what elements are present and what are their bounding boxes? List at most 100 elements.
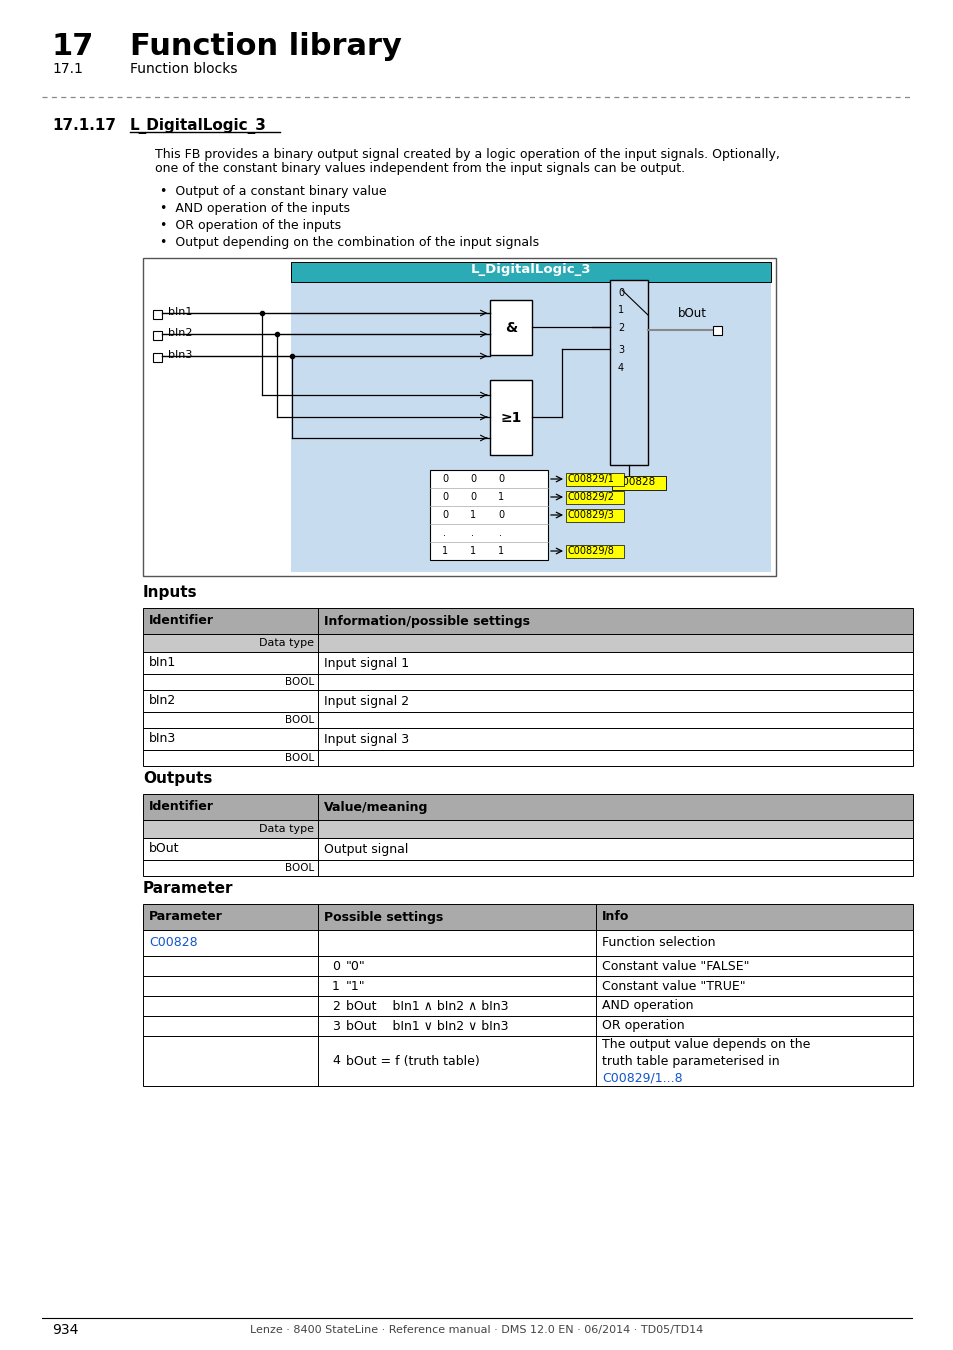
Text: BOOL: BOOL: [284, 676, 314, 687]
Text: 0: 0: [618, 288, 623, 298]
Text: BOOL: BOOL: [284, 753, 314, 763]
Text: Possible settings: Possible settings: [324, 910, 443, 923]
Text: Input signal 2: Input signal 2: [324, 694, 409, 707]
Text: C00829/8: C00829/8: [567, 545, 615, 556]
Text: &: &: [504, 320, 517, 335]
Text: 0: 0: [470, 474, 476, 485]
Bar: [143, 819, 912, 838]
Text: 1: 1: [497, 545, 503, 556]
Text: Value/meaning: Value/meaning: [324, 801, 428, 814]
Text: 4: 4: [618, 363, 623, 373]
Bar: [143, 711, 912, 728]
Text: Function library: Function library: [130, 32, 401, 61]
Text: Parameter: Parameter: [149, 910, 223, 923]
Text: ≥1: ≥1: [499, 410, 521, 424]
Text: bIn3: bIn3: [149, 733, 176, 745]
Text: •  AND operation of the inputs: • AND operation of the inputs: [160, 202, 350, 215]
Bar: [152, 352, 162, 362]
Text: OR operation: OR operation: [601, 1019, 684, 1033]
Text: bIn1: bIn1: [168, 306, 193, 317]
Text: Function blocks: Function blocks: [130, 62, 237, 76]
Text: bIn2: bIn2: [168, 328, 193, 338]
Text: Input signal 1: Input signal 1: [324, 656, 409, 670]
Text: Constant value "TRUE": Constant value "TRUE": [601, 980, 745, 992]
Text: Parameter: Parameter: [143, 882, 233, 896]
Text: Outputs: Outputs: [143, 771, 213, 786]
Text: bOut: bOut: [149, 842, 179, 856]
Bar: [143, 751, 912, 765]
Bar: [143, 976, 912, 996]
Text: Function selection: Function selection: [601, 937, 715, 949]
Bar: [143, 652, 912, 674]
Text: .: .: [499, 528, 502, 539]
Text: 934: 934: [52, 1323, 78, 1336]
Text: 1: 1: [618, 305, 623, 315]
Text: Identifier: Identifier: [149, 614, 213, 628]
Text: bOut = f (truth table): bOut = f (truth table): [346, 1054, 479, 1068]
Text: The output value depends on the: The output value depends on the: [601, 1038, 809, 1050]
Text: Lenze · 8400 StateLine · Reference manual · DMS 12.0 EN · 06/2014 · TD05/TD14: Lenze · 8400 StateLine · Reference manua…: [250, 1324, 703, 1335]
Text: bIn2: bIn2: [149, 694, 176, 707]
Bar: [143, 904, 912, 930]
Text: .: .: [471, 528, 474, 539]
Bar: [490, 300, 532, 355]
Text: C00829/1...8: C00829/1...8: [601, 1071, 682, 1084]
Text: 0: 0: [470, 491, 476, 502]
Text: 0: 0: [497, 474, 503, 485]
Text: 1: 1: [470, 545, 476, 556]
Bar: [143, 634, 912, 652]
Bar: [565, 545, 623, 558]
Bar: [291, 262, 770, 282]
Text: 0: 0: [441, 474, 448, 485]
Bar: [152, 310, 162, 319]
Bar: [143, 996, 912, 1017]
Text: bOut: bOut: [678, 306, 706, 320]
Text: •  OR operation of the inputs: • OR operation of the inputs: [160, 219, 341, 232]
Bar: [143, 1017, 912, 1035]
Text: Output signal: Output signal: [324, 842, 408, 856]
Bar: [565, 472, 623, 486]
Text: 1: 1: [497, 491, 503, 502]
Bar: [565, 491, 623, 504]
Text: •  Output of a constant binary value: • Output of a constant binary value: [160, 185, 386, 198]
Bar: [490, 379, 532, 455]
Text: 1: 1: [332, 980, 339, 992]
Text: bIn3: bIn3: [168, 350, 193, 360]
Bar: [152, 331, 162, 340]
Text: truth table parameterised in: truth table parameterised in: [601, 1054, 779, 1068]
Bar: [612, 477, 665, 490]
Text: .: .: [443, 528, 446, 539]
Bar: [430, 470, 547, 560]
Bar: [143, 794, 912, 819]
Text: Identifier: Identifier: [149, 801, 213, 814]
Text: 2: 2: [332, 999, 339, 1012]
Bar: [143, 258, 775, 576]
Bar: [143, 956, 912, 976]
Bar: [143, 930, 912, 956]
Text: AND operation: AND operation: [601, 999, 693, 1012]
Text: C00828: C00828: [615, 477, 655, 487]
Text: Inputs: Inputs: [143, 585, 197, 599]
Text: 4: 4: [332, 1054, 339, 1068]
Bar: [143, 690, 912, 711]
Bar: [291, 262, 770, 572]
Text: Information/possible settings: Information/possible settings: [324, 614, 530, 628]
Text: 3: 3: [618, 346, 623, 355]
Bar: [609, 279, 647, 464]
Text: 0: 0: [441, 510, 448, 520]
Text: L_DigitalLogic_3: L_DigitalLogic_3: [130, 117, 267, 134]
Text: 0: 0: [441, 491, 448, 502]
Text: 0: 0: [332, 960, 339, 972]
Text: Info: Info: [601, 910, 629, 923]
Text: bOut    bIn1 ∨ bIn2 ∨ bIn3: bOut bIn1 ∨ bIn2 ∨ bIn3: [346, 1019, 508, 1033]
Text: 17: 17: [52, 32, 94, 61]
Text: 17.1: 17.1: [52, 62, 83, 76]
Text: bOut    bIn1 ∧ bIn2 ∧ bIn3: bOut bIn1 ∧ bIn2 ∧ bIn3: [346, 999, 508, 1012]
Bar: [143, 838, 912, 860]
Text: •  Output depending on the combination of the input signals: • Output depending on the combination of…: [160, 236, 538, 248]
Bar: [143, 608, 912, 634]
Text: BOOL: BOOL: [284, 863, 314, 873]
Text: 17.1.17: 17.1.17: [52, 117, 116, 134]
Text: 1: 1: [441, 545, 448, 556]
Text: Constant value "FALSE": Constant value "FALSE": [601, 960, 749, 972]
